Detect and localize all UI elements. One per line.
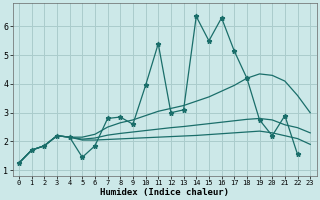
X-axis label: Humidex (Indice chaleur): Humidex (Indice chaleur): [100, 188, 229, 197]
